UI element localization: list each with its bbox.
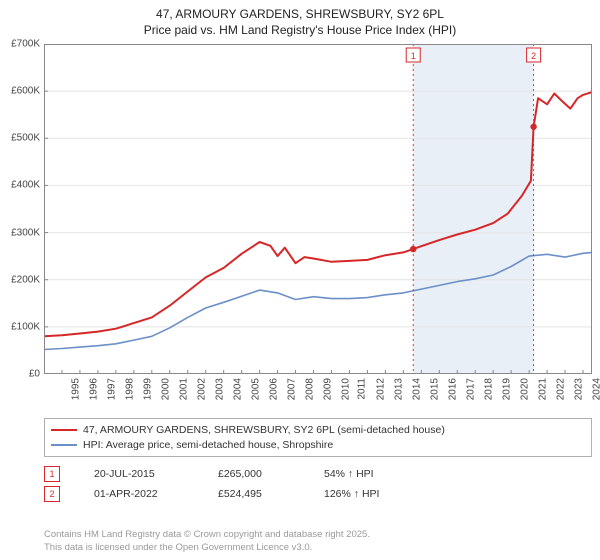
title-line-2: Price paid vs. HM Land Registry's House …: [0, 22, 600, 38]
xtick-label: 2019: [501, 378, 512, 400]
xtick-label: 2001: [178, 378, 189, 400]
xtick-label: 2002: [196, 378, 207, 400]
sale-marker-2: 2: [44, 486, 60, 502]
xtick-label: 2007: [286, 378, 297, 400]
footer: Contains HM Land Registry data © Crown c…: [44, 529, 370, 554]
xtick-label: 2021: [537, 378, 548, 400]
xtick-label: 2009: [322, 378, 333, 400]
legend-swatch-2: [51, 444, 77, 446]
legend-swatch-1: [51, 429, 77, 431]
sale-hpi-1: 54% ↑ HPI: [324, 468, 374, 480]
xtick-label: 2013: [394, 378, 405, 400]
xtick-label: 2015: [430, 378, 441, 400]
ytick-label: £300K: [11, 227, 40, 238]
xtick-label: 2010: [340, 378, 351, 400]
ytick-label: £500K: [11, 133, 40, 144]
sale-date-2: 01-APR-2022: [94, 488, 184, 500]
xtick-label: 2016: [448, 378, 459, 400]
xtick-label: 2020: [519, 378, 530, 400]
sale-price-1: £265,000: [218, 468, 290, 480]
ytick-label: £400K: [11, 180, 40, 191]
ytick-label: £700K: [11, 39, 40, 50]
sale-row-2: 2 01-APR-2022 £524,495 126% ↑ HPI: [44, 486, 592, 502]
xtick-label: 2000: [160, 378, 171, 400]
legend: 47, ARMOURY GARDENS, SHREWSBURY, SY2 6PL…: [44, 418, 592, 457]
sale-date-1: 20-JUL-2015: [94, 468, 184, 480]
chart-container: 47, ARMOURY GARDENS, SHREWSBURY, SY2 6PL…: [0, 0, 600, 560]
sale-row-1: 1 20-JUL-2015 £265,000 54% ↑ HPI: [44, 466, 592, 482]
sale-hpi-2: 126% ↑ HPI: [324, 488, 379, 500]
xtick-label: 2006: [268, 378, 279, 400]
xtick-label: 2014: [412, 378, 423, 400]
ytick-label: £0: [29, 369, 40, 380]
xtick-label: 2005: [250, 378, 261, 400]
sale-marker-1: 1: [44, 466, 60, 482]
legend-item-1: 47, ARMOURY GARDENS, SHREWSBURY, SY2 6PL…: [51, 423, 585, 438]
sale-price-2: £524,495: [218, 488, 290, 500]
xtick-label: 2003: [214, 378, 225, 400]
xtick-label: 2012: [376, 378, 387, 400]
sales-table: 1 20-JUL-2015 £265,000 54% ↑ HPI 2 01-AP…: [44, 462, 592, 506]
title-line-1: 47, ARMOURY GARDENS, SHREWSBURY, SY2 6PL: [0, 6, 600, 22]
ytick-label: £200K: [11, 274, 40, 285]
xtick-label: 1995: [70, 378, 81, 400]
xtick-label: 1996: [88, 378, 99, 400]
plot-border: [44, 44, 592, 374]
ytick-label: £100K: [11, 321, 40, 332]
xtick-label: 2004: [232, 378, 243, 400]
xtick-label: 2022: [555, 378, 566, 400]
xtick-label: 2024: [591, 378, 600, 400]
legend-label-2: HPI: Average price, semi-detached house,…: [83, 438, 333, 453]
xtick-label: 2023: [573, 378, 584, 400]
xtick-label: 2017: [466, 378, 477, 400]
xtick-label: 2008: [304, 378, 315, 400]
xtick-label: 2018: [483, 378, 494, 400]
xtick-label: 1999: [142, 378, 153, 400]
ytick-label: £600K: [11, 86, 40, 97]
footer-line-2: This data is licensed under the Open Gov…: [44, 542, 370, 554]
plot-area: 12: [44, 44, 592, 374]
xtick-label: 2011: [357, 378, 368, 400]
footer-line-1: Contains HM Land Registry data © Crown c…: [44, 529, 370, 541]
xtick-label: 1997: [106, 378, 117, 400]
xtick-label: 1998: [124, 378, 135, 400]
legend-item-2: HPI: Average price, semi-detached house,…: [51, 438, 585, 453]
legend-label-1: 47, ARMOURY GARDENS, SHREWSBURY, SY2 6PL…: [83, 423, 445, 438]
chart-title: 47, ARMOURY GARDENS, SHREWSBURY, SY2 6PL…: [0, 0, 600, 38]
